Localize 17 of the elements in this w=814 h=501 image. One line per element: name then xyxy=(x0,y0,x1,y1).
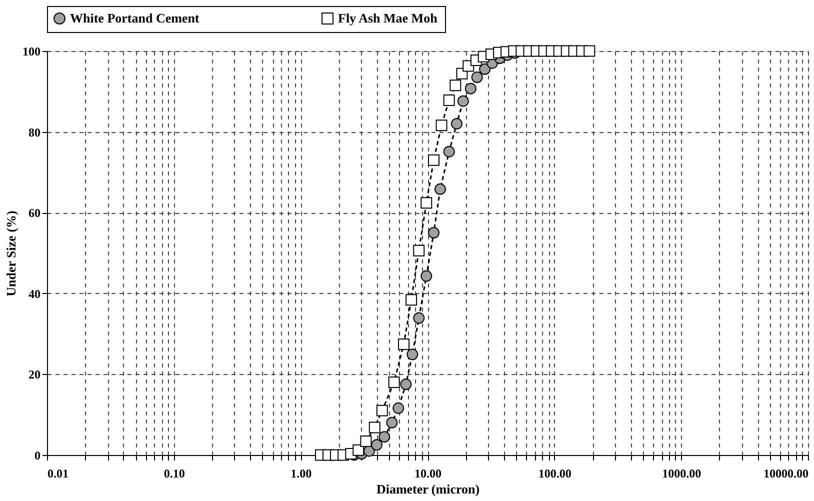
y-tick-label: 100 xyxy=(22,44,40,58)
y-tick-label: 0 xyxy=(34,448,40,462)
x-tick-label: 0.10 xyxy=(164,466,185,480)
legend-label: White Portand Cement xyxy=(70,10,200,26)
y-tick-label: 40 xyxy=(28,286,40,301)
y-tick-label: 20 xyxy=(28,368,40,382)
legend-label: Fly Ash Mae Moh xyxy=(338,10,438,26)
x-axis-title: Diameter (micron) xyxy=(376,482,480,496)
x-tick-label: 10000.00 xyxy=(764,466,808,480)
x-tick-label: 10.00 xyxy=(414,466,442,480)
y-tick-label: 60 xyxy=(28,206,40,220)
x-tick-label: 1000.00 xyxy=(662,466,702,480)
x-tick-label: 100.00 xyxy=(538,466,572,480)
x-tick-label: 0.01 xyxy=(48,466,68,480)
y-axis-title: Under Size (%) xyxy=(4,210,18,296)
y-tick-label: 80 xyxy=(28,125,40,140)
x-tick-label: 1.00 xyxy=(290,466,312,480)
